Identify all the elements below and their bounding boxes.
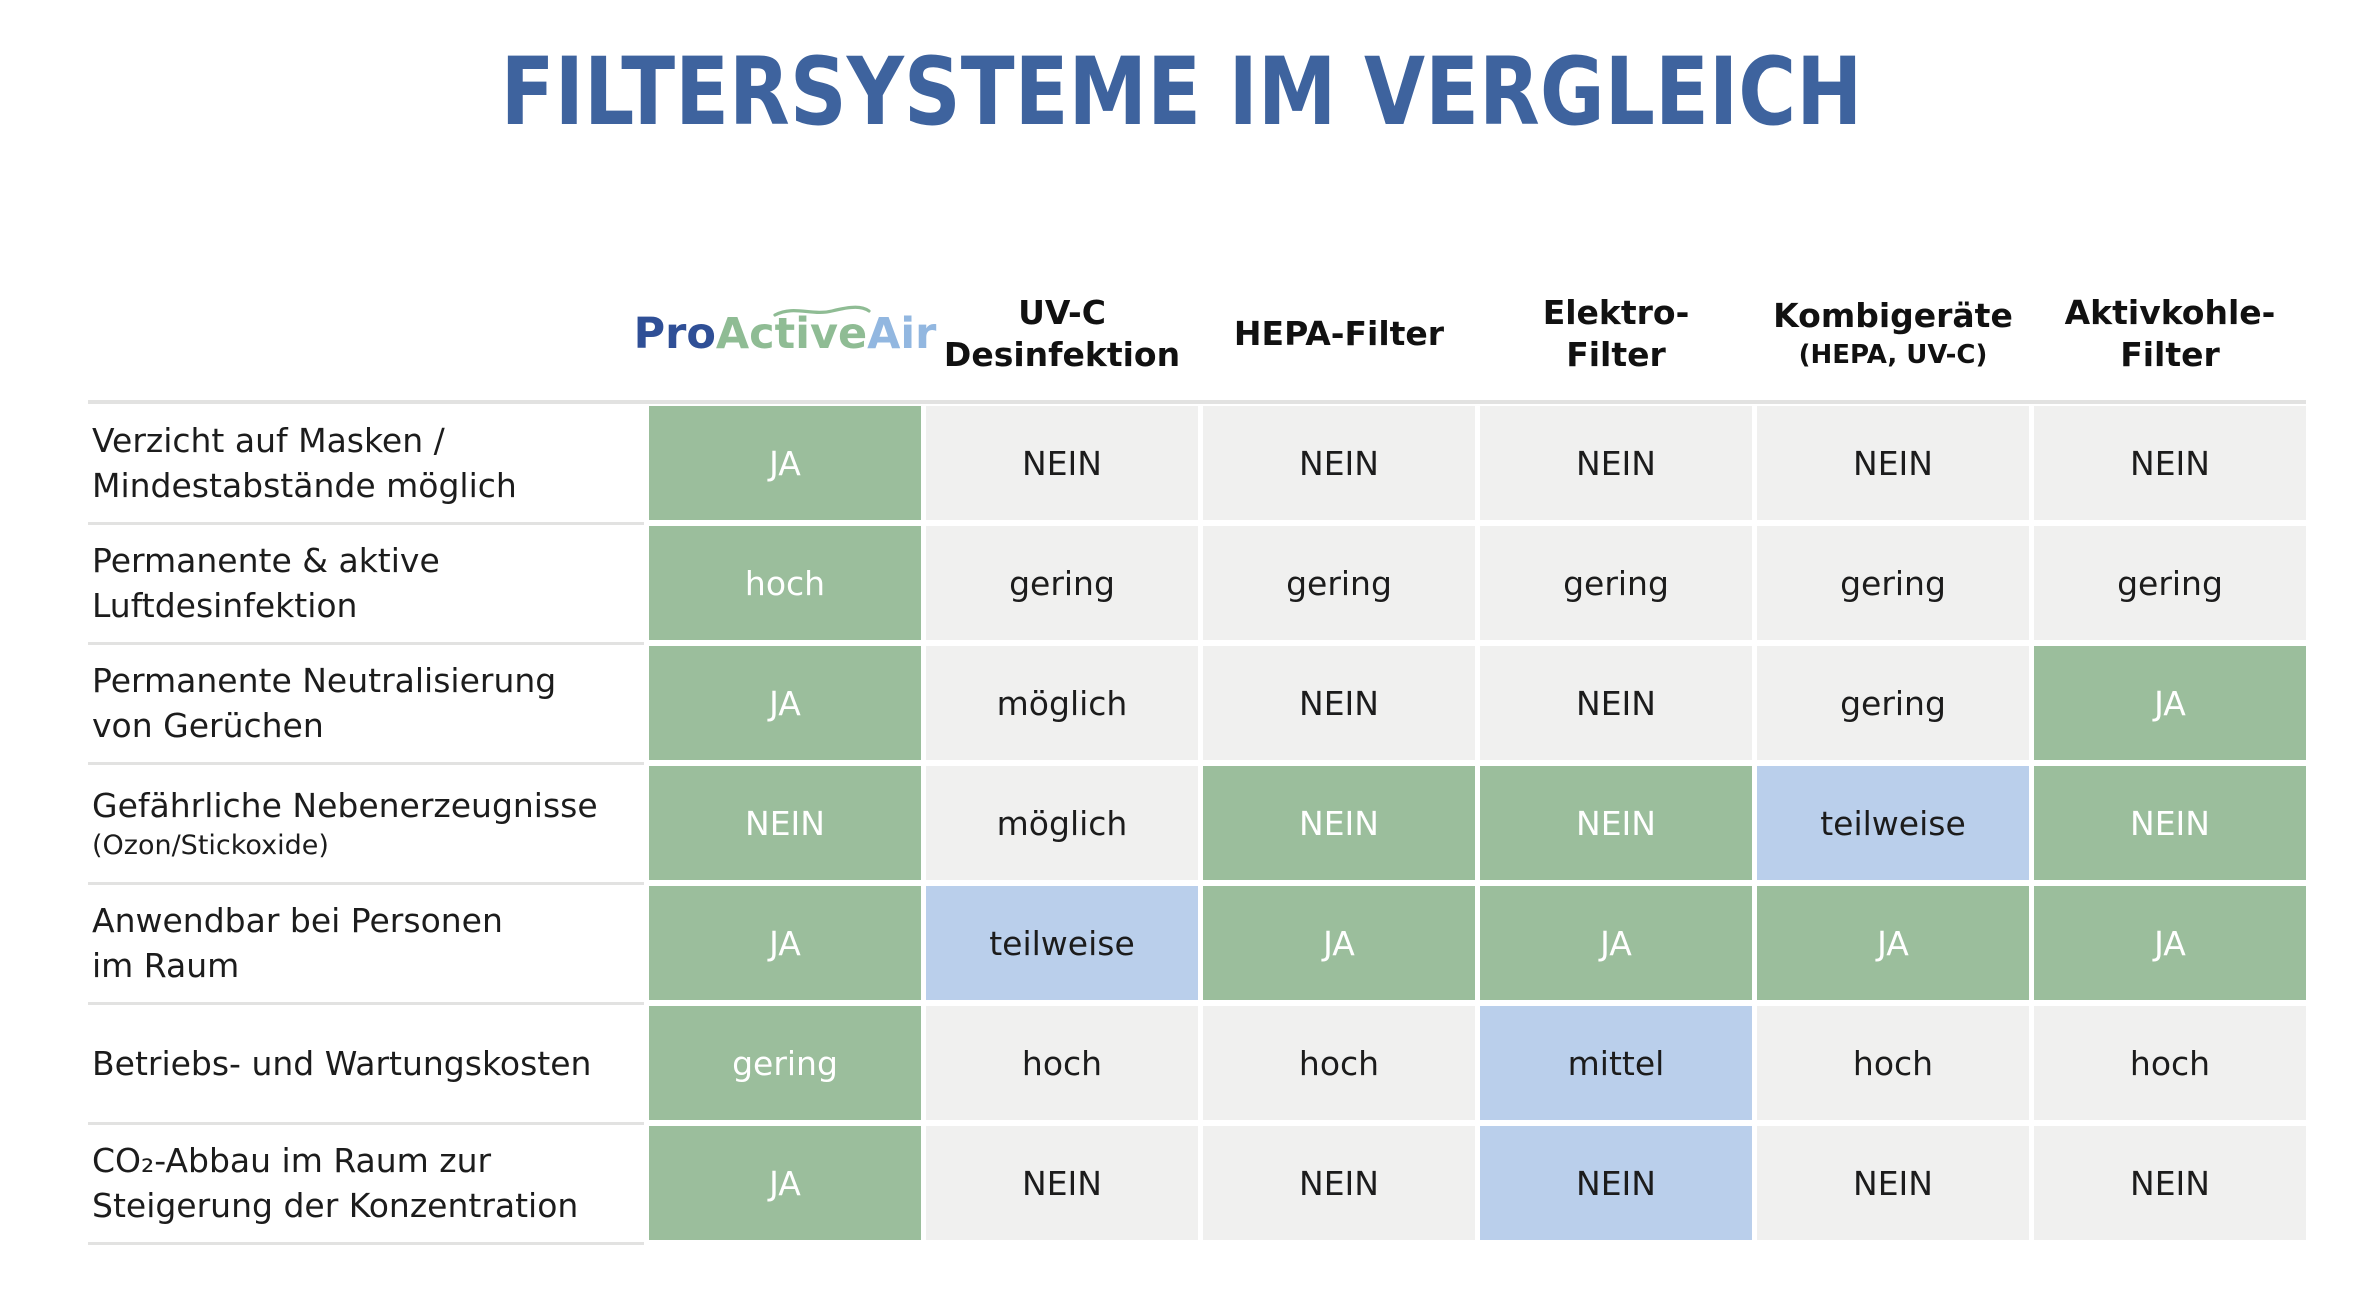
cell-r5-c3: mittel <box>1480 1006 1752 1120</box>
row-label-line: im Raum <box>92 946 240 985</box>
cell-r4-c1: teilweise <box>926 886 1198 1000</box>
cell-r5-c4: hoch <box>1757 1006 2029 1120</box>
column-header-line: UV-C <box>1018 292 1106 332</box>
column-header-line: Aktivkohle- <box>2064 292 2276 332</box>
cell-r6-c5: NEIN <box>2034 1126 2306 1240</box>
row-label-line: Steigerung der Konzentration <box>92 1186 579 1225</box>
cell-r6-c4: NEIN <box>1757 1126 2029 1240</box>
cell-r4-c5: JA <box>2034 886 2306 1000</box>
cell-r1-c0: hoch <box>649 526 921 640</box>
row-label-2: Permanente Neutralisierung von Gerüchen <box>88 646 644 765</box>
column-header-line: Kombigeräte <box>1773 296 2013 336</box>
cell-r3-c4: teilweise <box>1757 766 2029 880</box>
cell-r5-c1: hoch <box>926 1006 1198 1120</box>
column-header-line: Filter <box>2120 335 2220 374</box>
column-header-0: ProActiveAir <box>634 268 936 400</box>
page-title: FILTERSYSTEME IM VERGLEICH <box>0 46 2362 140</box>
header-spacer <box>88 268 644 400</box>
logo-air: Air <box>867 308 937 359</box>
column-header-2: HEPA-Filter <box>1203 268 1475 400</box>
row-label-1: Permanente & aktive Luftdesinfektion <box>88 526 644 645</box>
column-header-sub: (HEPA, UV-C) <box>1798 340 1988 371</box>
cell-r2-c5: JA <box>2034 646 2306 760</box>
row-label-line: Luftdesinfektion <box>92 586 358 625</box>
comparison-table: ProActiveAir UV-C Desinfektion HEPA-Filter… <box>88 268 2306 1245</box>
cell-r2-c0: JA <box>649 646 921 760</box>
column-header-5: Aktivkohle- Filter <box>2034 268 2306 400</box>
row-label-4: Anwendbar bei Personen im Raum <box>88 886 644 1005</box>
cell-r2-c3: NEIN <box>1480 646 1752 760</box>
row-label-line: Gefährliche Nebenerzeugnisse <box>92 785 598 825</box>
column-header-line: HEPA-Filter <box>1233 313 1445 353</box>
cell-r3-c2: NEIN <box>1203 766 1475 880</box>
cell-r1-c5: gering <box>2034 526 2306 640</box>
cell-r6-c0: JA <box>649 1126 921 1240</box>
cell-r1-c3: gering <box>1480 526 1752 640</box>
column-header-line: Elektro- <box>1542 292 1690 332</box>
cell-r2-c4: gering <box>1757 646 2029 760</box>
cell-r2-c1: möglich <box>926 646 1198 760</box>
cell-r0-c3: NEIN <box>1480 406 1752 520</box>
cell-r0-c1: NEIN <box>926 406 1198 520</box>
row-label-5: Betriebs- und Wartungskosten <box>88 1006 644 1125</box>
logo-active: Active <box>715 308 868 359</box>
cell-r1-c1: gering <box>926 526 1198 640</box>
cell-r3-c5: NEIN <box>2034 766 2306 880</box>
row-label-line: (Ozon/Stickoxide) <box>92 830 329 862</box>
cell-r4-c0: JA <box>649 886 921 1000</box>
cell-r2-c2: NEIN <box>1203 646 1475 760</box>
column-header-1: UV-C Desinfektion <box>926 268 1198 400</box>
logo-pro: Pro <box>633 308 716 359</box>
cell-r5-c0: gering <box>649 1006 921 1120</box>
row-label-line: Verzicht auf Masken / <box>92 421 445 461</box>
row-label-line: Permanente Neutralisierung <box>92 661 557 701</box>
row-label-line: Permanente & aktive <box>92 541 440 581</box>
cell-r0-c4: NEIN <box>1757 406 2029 520</box>
cell-r1-c2: gering <box>1203 526 1475 640</box>
row-label-line: Betriebs- und Wartungskosten <box>92 1043 592 1083</box>
cell-r3-c0: NEIN <box>649 766 921 880</box>
column-header-line: Desinfektion <box>943 335 1181 374</box>
cell-r5-c5: hoch <box>2034 1006 2306 1120</box>
row-label-0: Verzicht auf Masken / Mindestabstände mög… <box>88 406 644 525</box>
cell-r6-c2: NEIN <box>1203 1126 1475 1240</box>
cell-r0-c0: JA <box>649 406 921 520</box>
cell-r6-c3: NEIN <box>1480 1126 1752 1240</box>
page-title-text: FILTERSYSTEME IM VERGLEICH <box>500 38 1862 147</box>
table-header: ProActiveAir UV-C Desinfektion HEPA-Filter… <box>88 268 2306 400</box>
cell-r0-c5: NEIN <box>2034 406 2306 520</box>
logo-wave-icon <box>773 305 871 317</box>
column-header-3: Elektro- Filter <box>1480 268 1752 400</box>
cell-r3-c1: möglich <box>926 766 1198 880</box>
cell-r4-c3: JA <box>1480 886 1752 1000</box>
column-header-4: Kombigeräte (HEPA, UV-C) <box>1757 268 2029 400</box>
row-label-line: Mindestabstände möglich <box>92 466 517 505</box>
cell-r1-c4: gering <box>1757 526 2029 640</box>
row-label-line: Anwendbar bei Personen <box>92 901 503 941</box>
row-label-line: von Gerüchen <box>92 706 324 745</box>
cell-r0-c2: NEIN <box>1203 406 1475 520</box>
table-body: Verzicht auf Masken / Mindestabstände mög… <box>88 400 2306 1245</box>
row-label-6: CO₂-Abbau im Raum zur Steigerung der Konz… <box>88 1126 644 1245</box>
brand-logo: ProActiveAir <box>634 305 936 356</box>
cell-r4-c4: JA <box>1757 886 2029 1000</box>
column-header-line: Filter <box>1566 335 1666 374</box>
cell-r6-c1: NEIN <box>926 1126 1198 1240</box>
cell-r4-c2: JA <box>1203 886 1475 1000</box>
cell-r5-c2: hoch <box>1203 1006 1475 1120</box>
cell-r3-c3: NEIN <box>1480 766 1752 880</box>
row-label-line: CO₂-Abbau im Raum zur <box>92 1141 492 1181</box>
row-label-3: Gefährliche Nebenerzeugnisse (Ozon/Sticko… <box>88 766 644 885</box>
